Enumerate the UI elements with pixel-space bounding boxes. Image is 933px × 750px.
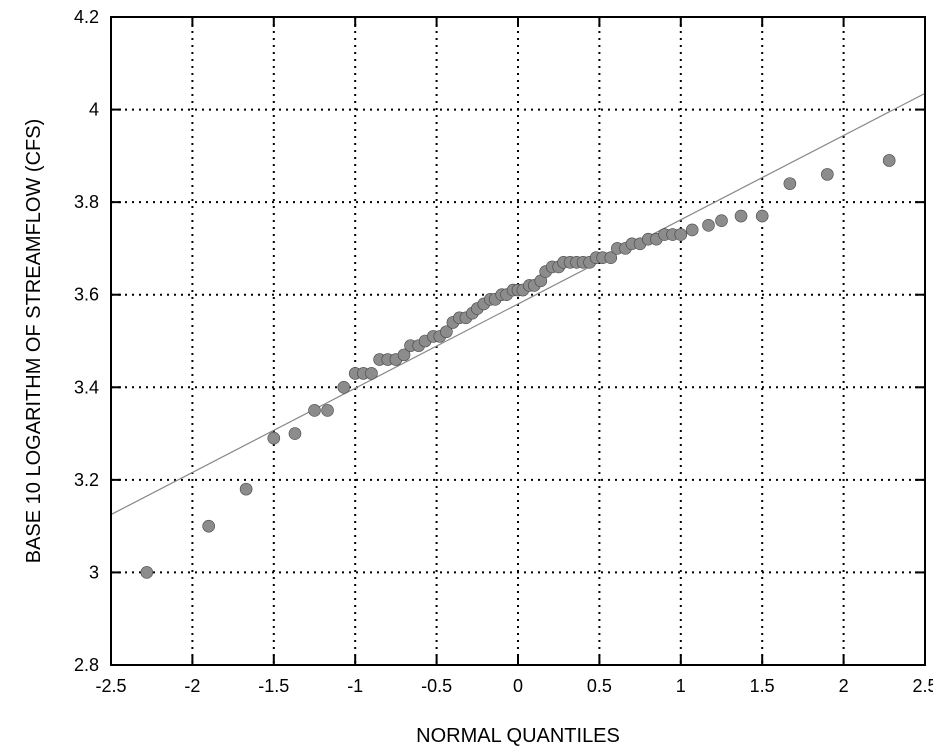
data-point	[202, 519, 215, 533]
y-tick-label: 3.6	[74, 285, 99, 305]
data-point	[140, 566, 154, 579]
data-point	[267, 431, 281, 445]
x-tick-label: -2.5	[95, 676, 126, 696]
x-tick-label: -1	[347, 676, 363, 696]
y-tick-label: 4.2	[74, 7, 99, 27]
data-points	[140, 154, 896, 579]
y-axis-title: BASE 10 LOGARITHM OF STREAMFLOW (CFS)	[23, 119, 45, 564]
y-tick-labels: 2.8 3 3.2 3.4 3.6 3.8 4 4.2	[74, 7, 99, 675]
data-point	[783, 177, 797, 190]
axis-ticks	[110, 16, 926, 666]
y-tick-label: 2.8	[74, 655, 99, 675]
grid-lines	[111, 17, 925, 665]
data-point	[755, 209, 769, 223]
data-point	[604, 251, 618, 264]
data-point	[685, 223, 699, 237]
data-point	[365, 367, 378, 380]
data-point	[702, 218, 715, 232]
data-point	[288, 427, 302, 440]
data-point	[321, 404, 334, 417]
data-point	[674, 228, 688, 241]
data-point	[440, 325, 453, 339]
data-point	[734, 209, 748, 223]
x-tick-label: 1	[676, 676, 686, 696]
y-tick-label: 3.4	[74, 377, 99, 397]
x-tick-label: 0.5	[587, 676, 612, 696]
x-tick-labels: -2.5 -2 -1.5 -1 -0.5 0 0.5 1 1.5 2 2.5	[95, 676, 933, 696]
data-point	[239, 482, 253, 496]
y-tick-label: 4	[89, 100, 99, 120]
x-tick-label: 2	[839, 676, 849, 696]
x-tick-label: -2	[184, 676, 200, 696]
x-axis-title: NORMAL QUANTILES	[416, 725, 620, 747]
y-tick-label: 3.8	[74, 192, 99, 212]
x-tick-label: -1.5	[258, 676, 289, 696]
data-point	[821, 168, 834, 181]
data-point	[397, 348, 411, 362]
y-tick-label: 3.2	[74, 470, 99, 490]
x-tick-label: 0	[513, 676, 523, 696]
x-tick-label: 1.5	[750, 676, 775, 696]
y-tick-label: 3	[89, 562, 99, 582]
data-point	[337, 380, 351, 394]
data-point	[882, 154, 896, 167]
x-tick-label: 2.5	[912, 676, 933, 696]
data-point	[715, 214, 728, 227]
data-point	[308, 404, 321, 417]
fit-line	[110, 92, 926, 516]
x-tick-label: -0.5	[421, 676, 452, 696]
